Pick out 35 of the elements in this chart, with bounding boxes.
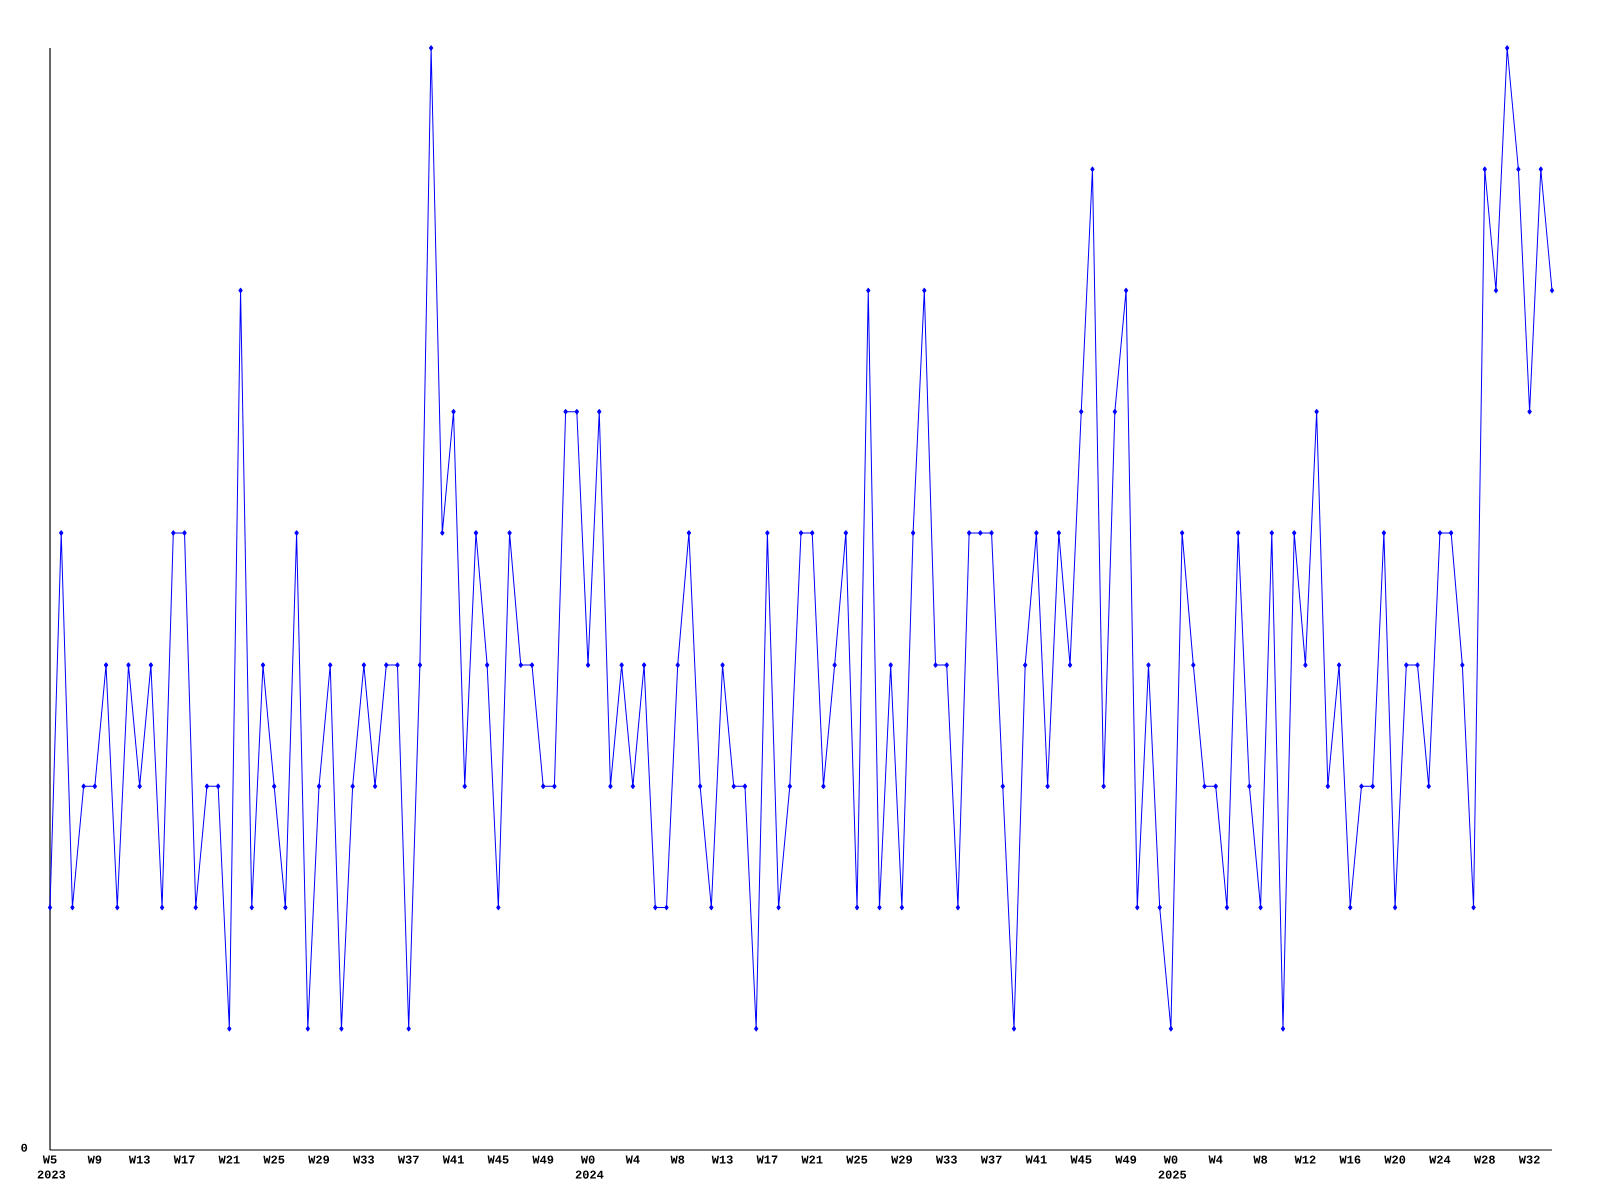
x-tick-label: W0 2025 — [1158, 1155, 1187, 1179]
x-tick-label: W41 — [442, 1155, 464, 1164]
x-tick-label: W33 — [935, 1155, 957, 1164]
x-tick-label: W8 — [670, 1155, 685, 1164]
x-tick-label: W12 — [1294, 1155, 1316, 1164]
x-tick-label: W16 — [1339, 1155, 1361, 1164]
x-tick-label: W41 — [1025, 1155, 1047, 1164]
text: 0 — [21, 1143, 28, 1152]
x-tick-label: W20 — [1384, 1155, 1406, 1164]
x-tick-label: W29 — [308, 1155, 330, 1164]
x-tick-label: W49 — [532, 1155, 554, 1164]
x-tick-label: W8 — [1253, 1155, 1268, 1164]
x-tick-label: W45 — [1070, 1155, 1092, 1164]
x-tick-label: W21 — [218, 1155, 240, 1164]
x-tick-label: W13 — [128, 1155, 150, 1164]
x-tick-label: W45 — [487, 1155, 509, 1164]
x-tick-label: W17 — [756, 1155, 778, 1164]
x-tick-label: W9 — [87, 1155, 102, 1164]
x-tick-label: W25 — [846, 1155, 868, 1164]
x-tick-label: W21 — [801, 1155, 823, 1164]
x-tick-label: W24 — [1429, 1155, 1451, 1164]
x-tick-label: W5 2023 — [37, 1155, 66, 1179]
x-tick-label: W13 — [711, 1155, 733, 1164]
x-tick-label: W49 — [1115, 1155, 1137, 1164]
x-tick-label: W0 2024 — [575, 1155, 604, 1179]
x-tick-label: W4 — [1208, 1155, 1223, 1164]
x-tick-label: W25 — [263, 1155, 285, 1164]
x-tick-label: W37 — [980, 1155, 1002, 1164]
x-tick-label: W4 — [625, 1155, 640, 1164]
x-tick-label: W32 — [1518, 1155, 1540, 1164]
x-tick-label: W28 — [1473, 1155, 1495, 1164]
x-tick-label: W17 — [173, 1155, 195, 1164]
x-tick-label: W37 — [397, 1155, 419, 1164]
x-tick-label: W33 — [353, 1155, 375, 1164]
x-tick-label: W29 — [891, 1155, 912, 1164]
